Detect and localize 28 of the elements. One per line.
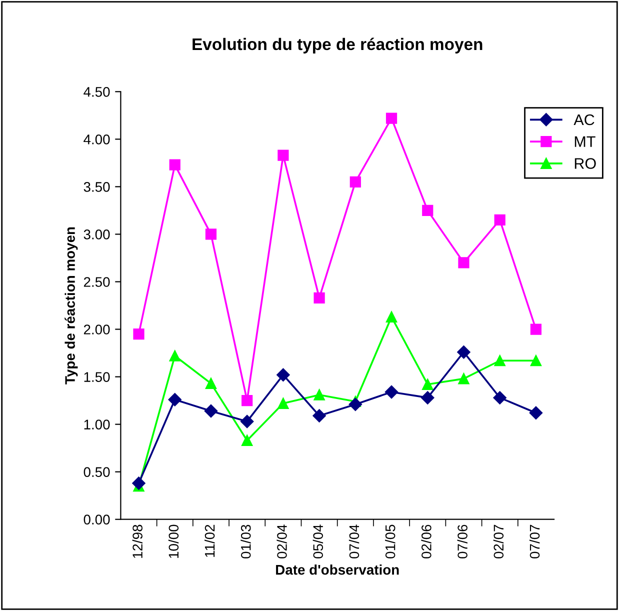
y-tick-label: 3.00 bbox=[84, 230, 110, 240]
x-tick-label: 07/06 bbox=[457, 524, 468, 558]
y-tick-label: 0.50 bbox=[84, 467, 110, 477]
x-tick-label: 12/98 bbox=[132, 524, 142, 558]
x-tick-label: 02/06 bbox=[421, 524, 432, 558]
y-tick-label: 4.00 bbox=[84, 134, 110, 144]
y-tick-label: 3.50 bbox=[84, 182, 110, 192]
y-tick-label: 0.00 bbox=[84, 514, 110, 525]
x-tick-label: 01/05 bbox=[385, 524, 396, 558]
y-tick-label: 1.00 bbox=[84, 420, 110, 430]
y-axis-title: Type de réaction moyen bbox=[64, 227, 78, 384]
x-tick-label: 05/04 bbox=[312, 524, 324, 558]
y-tick-label: 4.50 bbox=[84, 86, 110, 97]
y-tick-label: 2.00 bbox=[84, 324, 110, 334]
chart-title: Evolution du type de réaction moyen bbox=[192, 38, 482, 54]
x-tick-label: 11/02 bbox=[204, 524, 215, 557]
y-tick-label: 1.50 bbox=[84, 372, 110, 382]
x-tick-label: 01/03 bbox=[240, 524, 251, 558]
legend-label: AC bbox=[574, 114, 594, 126]
x-tick-label: 07/07 bbox=[529, 524, 540, 558]
x-axis-title: Date d'observation bbox=[276, 564, 399, 575]
legend-label: RO bbox=[574, 158, 596, 169]
y-tick-label: 2.50 bbox=[84, 277, 110, 287]
legend-label: MT bbox=[574, 136, 596, 147]
x-tick-label: 02/04 bbox=[276, 524, 287, 558]
x-tick-label: 10/00 bbox=[168, 524, 179, 558]
x-tick-label: 07/04 bbox=[348, 524, 360, 558]
x-tick-label: 02/07 bbox=[493, 524, 504, 558]
